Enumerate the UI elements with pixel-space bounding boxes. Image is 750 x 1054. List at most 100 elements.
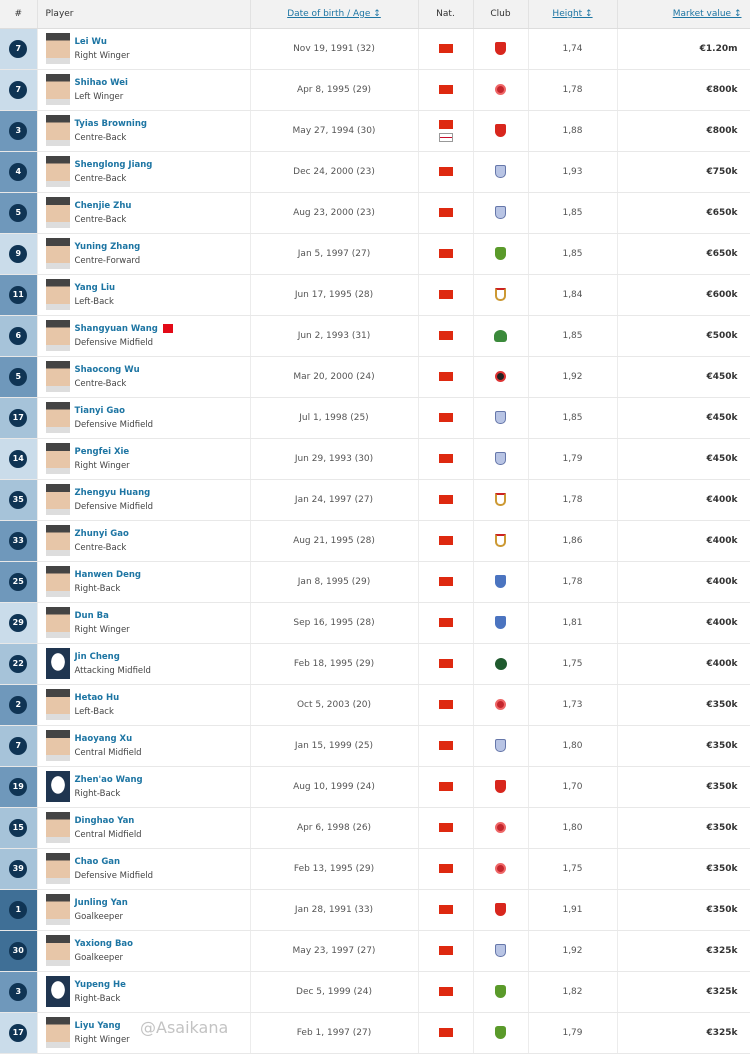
player-name-link[interactable]: Liyu Yang [74, 1020, 121, 1031]
club-cell[interactable] [473, 479, 529, 521]
club-black-red-circle-icon[interactable] [495, 371, 506, 382]
club-white-red-shield-icon[interactable] [495, 288, 506, 301]
club-cell[interactable] [473, 602, 529, 644]
market-value[interactable]: €650k [617, 233, 750, 275]
club-cell[interactable] [473, 315, 529, 357]
club-blue-crest-icon[interactable] [495, 944, 506, 957]
club-blue-crest-icon[interactable] [495, 206, 506, 219]
market-value[interactable]: €450k [617, 438, 750, 480]
club-blue-crest-icon[interactable] [495, 452, 506, 465]
header-dob-sort[interactable]: Date of birth / Age ↕ [250, 0, 419, 29]
market-value[interactable]: €650k [617, 192, 750, 234]
market-value[interactable]: €1.20m [617, 28, 750, 70]
player-name-link[interactable]: Zhen'ao Wang [74, 774, 143, 785]
header-height-sort[interactable]: Height ↕ [528, 0, 618, 29]
market-value[interactable]: €350k [617, 848, 750, 890]
club-red-shield-icon[interactable] [495, 124, 506, 137]
player-name-link[interactable]: Junling Yan [74, 897, 128, 908]
club-cell[interactable] [473, 766, 529, 808]
player-name-link[interactable]: Shaocong Wu [74, 364, 140, 375]
club-cell[interactable] [473, 848, 529, 890]
player-name-link[interactable]: Dun Ba [74, 610, 109, 621]
player-photo[interactable] [45, 156, 70, 187]
club-cell[interactable] [473, 561, 529, 603]
club-red-shield-icon[interactable] [495, 780, 506, 793]
player-name-link[interactable]: Jin Cheng [74, 651, 120, 662]
market-value[interactable]: €350k [617, 807, 750, 849]
market-value[interactable]: €325k [617, 971, 750, 1013]
club-cell[interactable] [473, 274, 529, 316]
player-name-link[interactable]: Yupeng He [74, 979, 126, 990]
player-name-link[interactable]: Chao Gan [74, 856, 121, 867]
club-blue-crest-icon[interactable] [495, 739, 506, 752]
player-photo[interactable] [45, 279, 70, 310]
player-photo[interactable] [45, 935, 70, 966]
club-blue-shield-icon[interactable] [495, 575, 506, 588]
market-value[interactable]: €400k [617, 561, 750, 603]
club-cell[interactable] [473, 643, 529, 685]
market-value[interactable]: €400k [617, 602, 750, 644]
market-value[interactable]: €400k [617, 479, 750, 521]
player-name-link[interactable]: Zhunyi Gao [74, 528, 129, 539]
club-cell[interactable] [473, 151, 529, 193]
club-blue-crest-icon[interactable] [495, 411, 506, 424]
player-name-link[interactable]: Chenjie Zhu [74, 200, 132, 211]
player-photo[interactable] [45, 74, 70, 105]
club-cell[interactable] [473, 438, 529, 480]
club-cell[interactable] [473, 1012, 529, 1054]
club-green-shield-icon[interactable] [495, 1026, 506, 1039]
player-name-link[interactable]: Tyias Browning [74, 118, 147, 129]
player-name-link[interactable]: Shenglong Jiang [74, 159, 153, 170]
club-red-circle-icon[interactable] [495, 699, 506, 710]
player-name-link[interactable]: Hanwen Deng [74, 569, 142, 580]
market-value[interactable]: €350k [617, 725, 750, 767]
club-red-shield-icon[interactable] [495, 903, 506, 916]
club-cell[interactable] [473, 889, 529, 931]
player-photo[interactable] [45, 361, 70, 392]
player-name-link[interactable]: Hetao Hu [74, 692, 120, 703]
player-name-link[interactable]: Pengfei Xie [74, 446, 130, 457]
player-name-link[interactable]: Haoyang Xu [74, 733, 133, 744]
market-value[interactable]: €350k [617, 684, 750, 726]
market-value[interactable]: €350k [617, 889, 750, 931]
player-photo[interactable] [45, 853, 70, 884]
player-photo[interactable] [45, 648, 70, 679]
club-green-shield-icon[interactable] [495, 985, 506, 998]
player-photo[interactable] [45, 197, 70, 228]
club-cell[interactable] [473, 397, 529, 439]
market-value[interactable]: €350k [617, 766, 750, 808]
player-photo[interactable] [45, 771, 70, 802]
club-cell[interactable] [473, 807, 529, 849]
club-blue-crest-icon[interactable] [495, 165, 506, 178]
market-value[interactable]: €400k [617, 643, 750, 685]
player-name-link[interactable]: Lei Wu [74, 36, 107, 47]
market-value[interactable]: €325k [617, 1012, 750, 1054]
player-name-link[interactable]: Tianyi Gao [74, 405, 125, 416]
player-name-link[interactable]: Yang Liu [74, 282, 116, 293]
player-photo[interactable] [45, 33, 70, 64]
club-cell[interactable] [473, 110, 529, 152]
player-photo[interactable] [45, 320, 70, 351]
club-cell[interactable] [473, 69, 529, 111]
player-photo[interactable] [45, 607, 70, 638]
club-cell[interactable] [473, 930, 529, 972]
header-value-sort[interactable]: Market value ↕ [617, 0, 750, 29]
player-photo[interactable] [45, 484, 70, 515]
club-blue-shield-icon[interactable] [495, 616, 506, 629]
player-photo[interactable] [45, 976, 70, 1007]
player-photo[interactable] [45, 689, 70, 720]
club-white-red-shield-icon[interactable] [495, 534, 506, 547]
market-value[interactable]: €450k [617, 356, 750, 398]
club-cell[interactable] [473, 233, 529, 275]
market-value[interactable]: €400k [617, 520, 750, 562]
market-value[interactable]: €800k [617, 110, 750, 152]
club-cell[interactable] [473, 356, 529, 398]
club-cell[interactable] [473, 520, 529, 562]
market-value[interactable]: €500k [617, 315, 750, 357]
player-photo[interactable] [45, 730, 70, 761]
player-photo[interactable] [45, 402, 70, 433]
club-red-shield-icon[interactable] [495, 42, 506, 55]
club-cell[interactable] [473, 684, 529, 726]
club-green-round-icon[interactable] [494, 329, 507, 342]
player-photo[interactable] [45, 1017, 70, 1048]
